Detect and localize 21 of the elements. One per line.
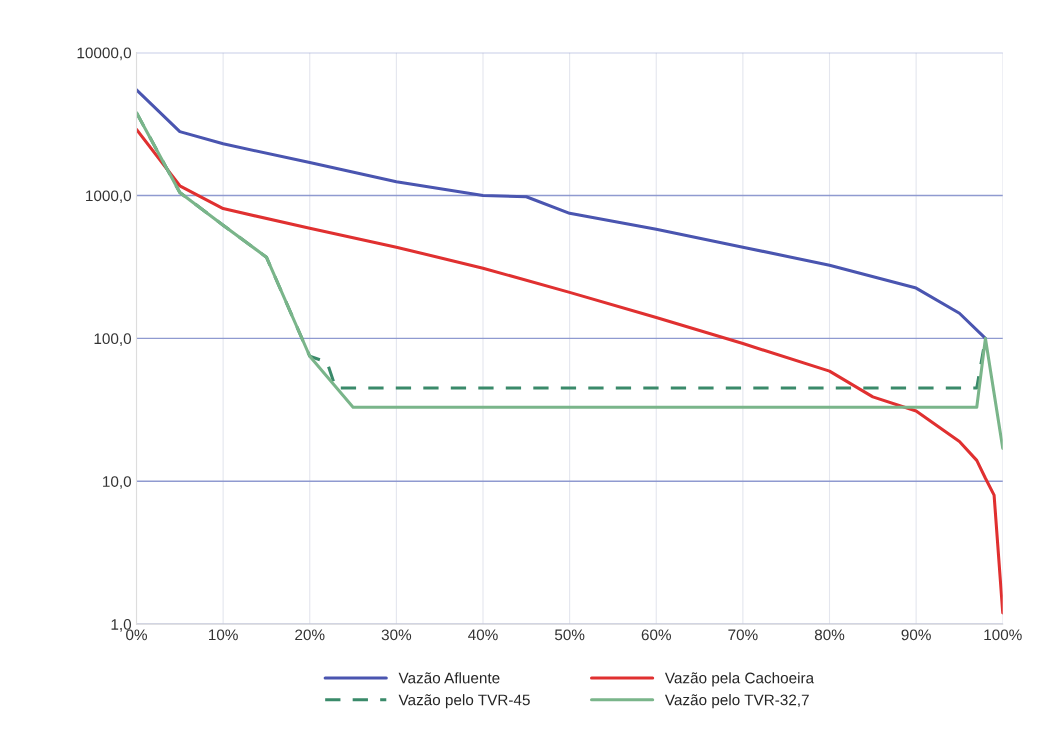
line-series: [136, 127, 1003, 615]
y-tick-label: 10000,0: [77, 47, 132, 61]
x-tick-label: 40%: [468, 629, 498, 641]
x-tick-label: 100%: [984, 629, 1022, 641]
line-series: [136, 111, 1003, 450]
legend-label: Vazão pela Cachoeira: [664, 672, 815, 687]
y-tick-label: 1000,0: [86, 190, 132, 204]
x-tick-label: 30%: [381, 629, 412, 641]
line-series: [136, 88, 987, 340]
y-tick-label: 100,0: [94, 333, 132, 346]
y-tick-label: 10,0: [103, 476, 132, 489]
x-tick-label: 10%: [209, 629, 238, 641]
legend-label: Vazão Afluente: [398, 672, 500, 684]
x-tick-label: 60%: [641, 629, 671, 641]
legend-label: Vazão pelo TVR-45: [398, 694, 530, 709]
legend-label: Vazão pelo TVR-32,7: [664, 694, 809, 709]
x-tick-label: 80%: [814, 629, 845, 641]
x-tick-label: 90%: [901, 629, 931, 641]
x-tick-label: 20%: [295, 629, 325, 641]
x-tick-label: 50%: [554, 629, 585, 641]
x-tick-label: 70%: [728, 629, 758, 641]
